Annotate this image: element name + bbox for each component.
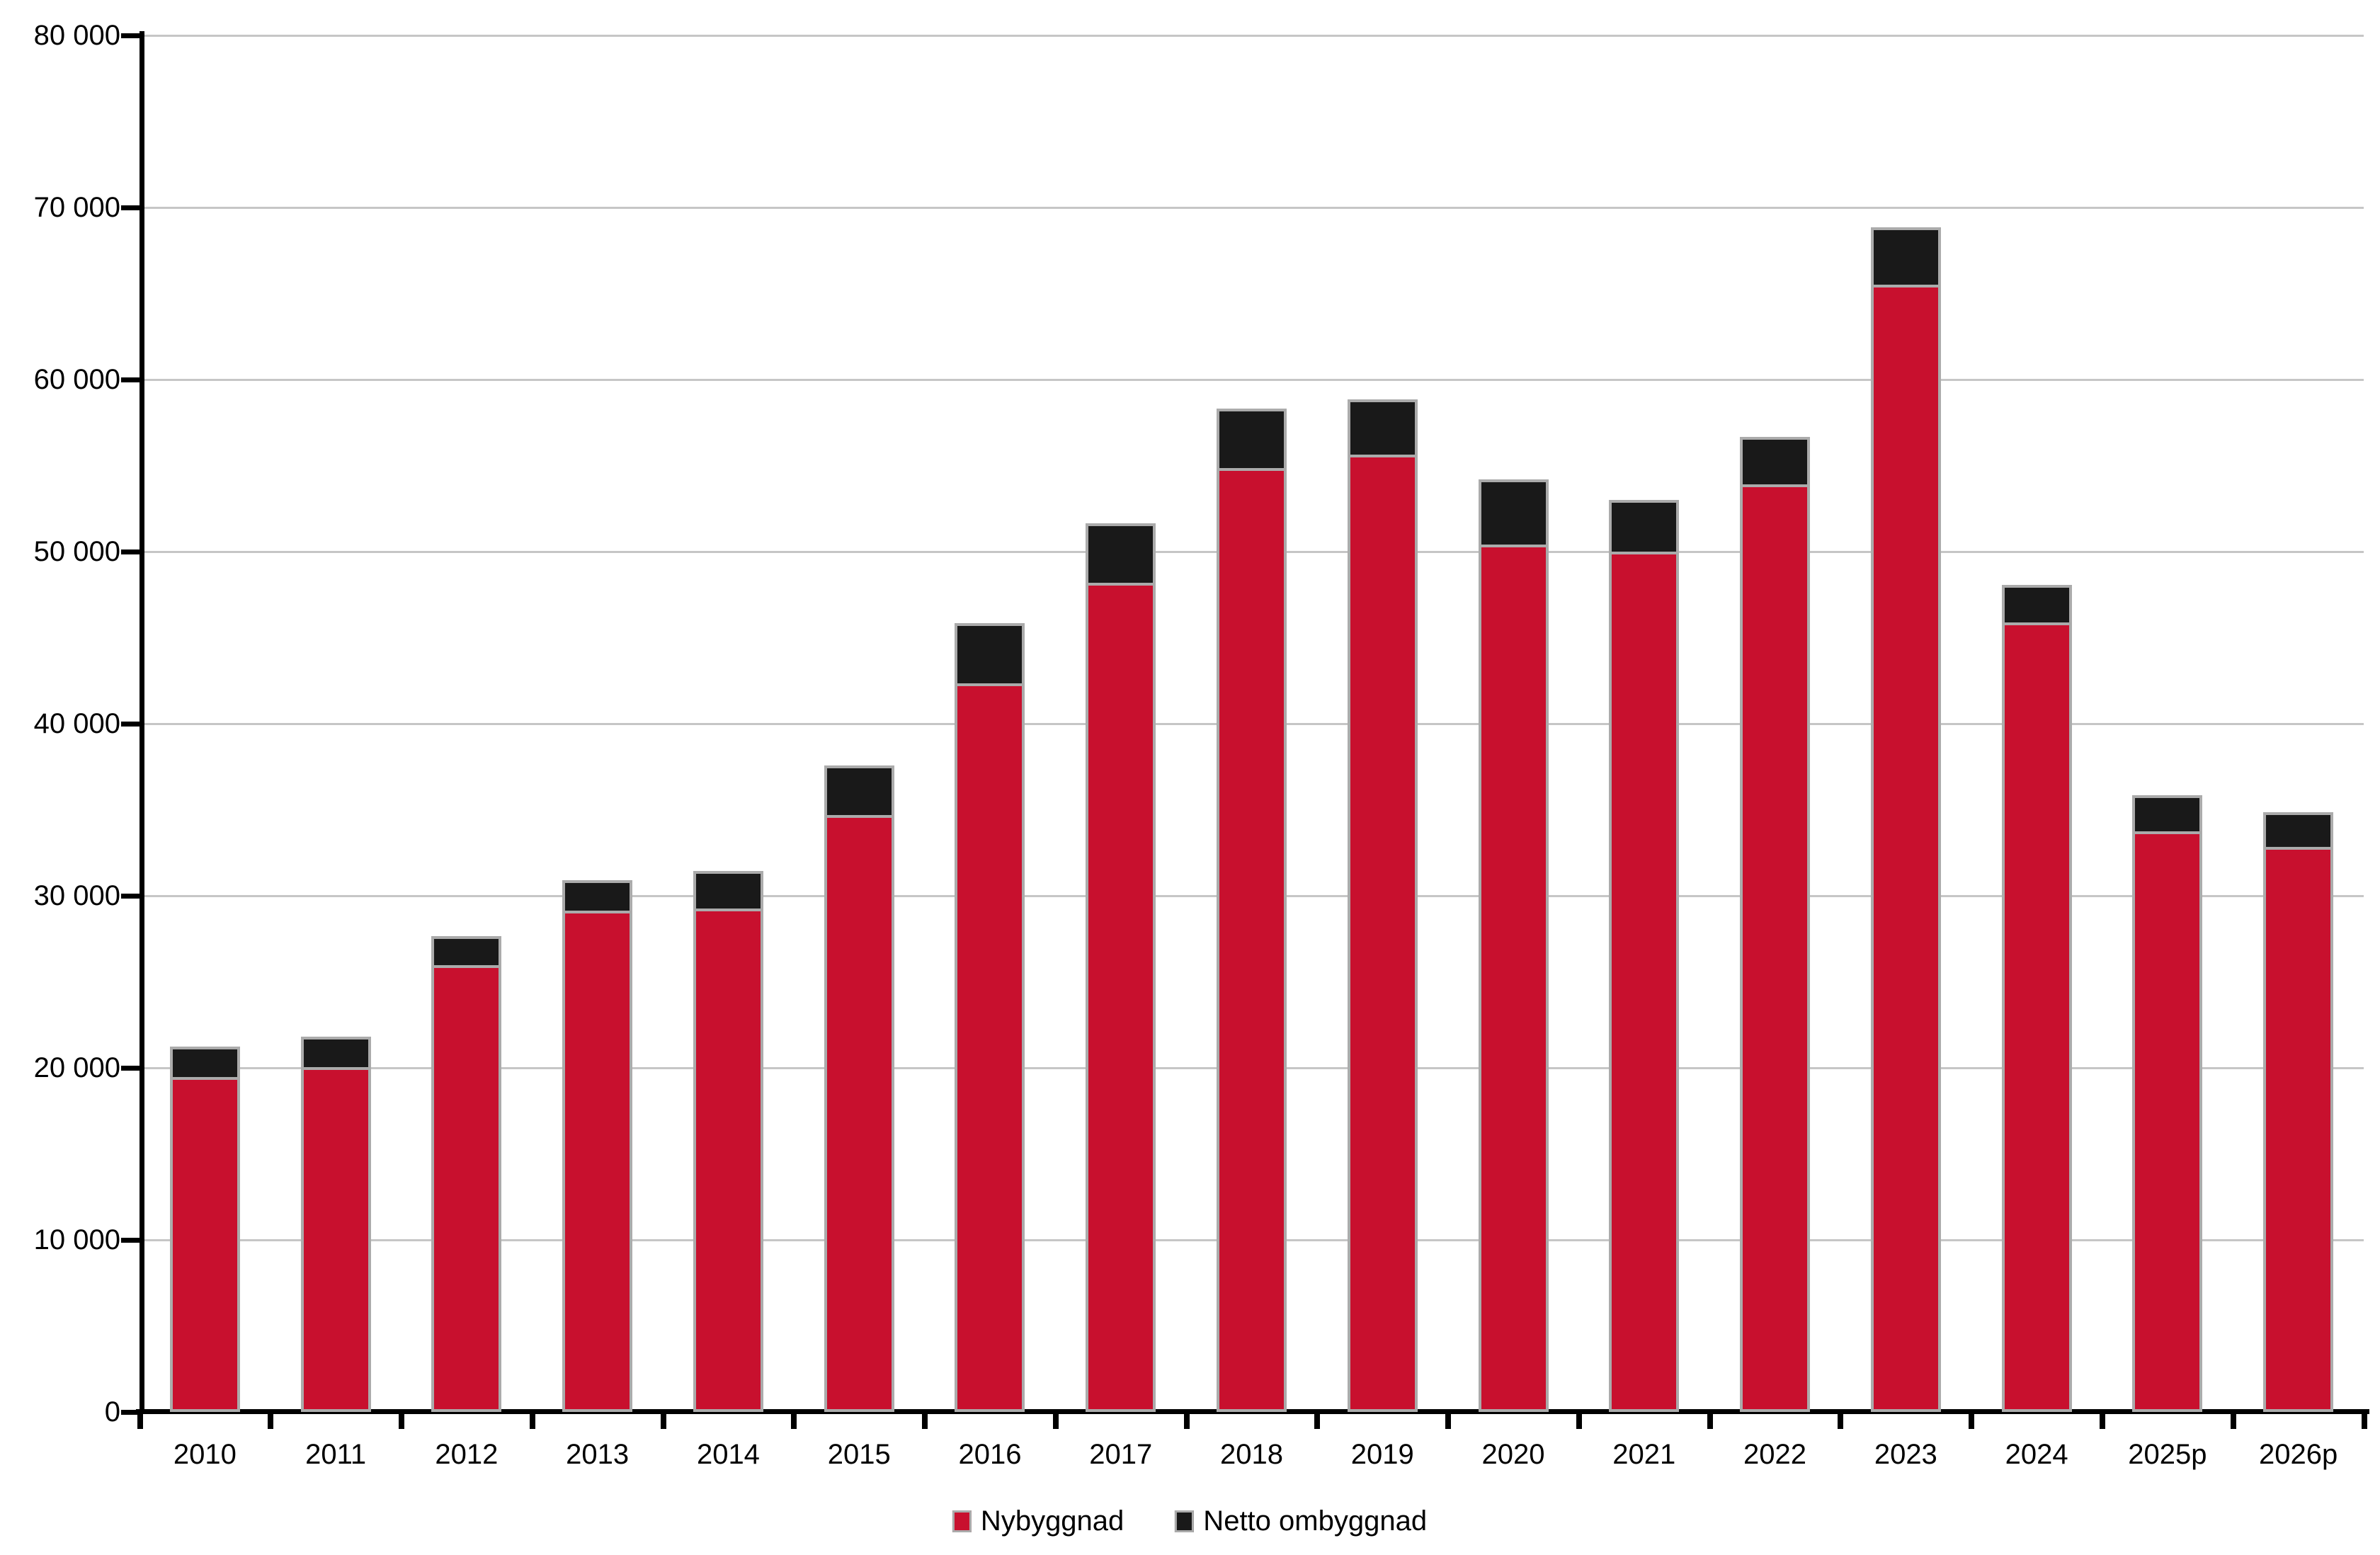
bar-segment-nybyggnad [1217,468,1287,1412]
bar-segment-netto-ombyggnad [170,1047,240,1080]
x-tick [1838,1409,1844,1429]
gridline [144,378,2364,381]
y-tick-label: 0 [104,1396,120,1428]
bar-segment-nybyggnad [2132,831,2202,1412]
bar-segment-netto-ombyggnad [1871,227,1941,287]
y-tick-label: 40 000 [33,708,120,739]
legend-swatch-icon [952,1510,972,1532]
bar-segment-netto-ombyggnad [955,623,1025,686]
x-tick-label: 2010 [173,1439,237,1470]
x-tick-label: 2023 [1874,1439,1937,1470]
x-tick [1183,1409,1190,1429]
bar-segment-nybyggnad [955,683,1025,1412]
y-tick [121,33,140,38]
y-tick [121,1237,140,1243]
bar-segment-netto-ombyggnad [1740,437,1810,487]
bar-segment-nybyggnad [562,911,632,1412]
bar-segment-nybyggnad [1348,455,1418,1412]
bar-segment-netto-ombyggnad [2132,795,2202,834]
x-tick-label: 2019 [1350,1439,1414,1470]
x-tick-label: 2025p [2128,1439,2207,1470]
bar-segment-nybyggnad [1609,552,1679,1412]
bar-segment-nybyggnad [1740,484,1810,1412]
bar-segment-nybyggnad [1086,583,1156,1412]
legend-label: Netto ombyggnad [1203,1505,1428,1537]
legend: Nybyggnad Netto ombyggnad [952,1507,1427,1535]
y-tick [121,205,140,210]
legend-item: Netto ombyggnad [1175,1507,1427,1535]
y-tick-label: 80 000 [33,20,120,51]
x-tick [1576,1409,1582,1429]
bar-segment-nybyggnad [2002,622,2072,1412]
y-tick-label: 20 000 [33,1052,120,1083]
bar-segment-nybyggnad [431,965,501,1412]
x-tick [1314,1409,1321,1429]
bar-segment-netto-ombyggnad [431,936,501,968]
x-tick-label: 2012 [435,1439,499,1470]
x-tick-label: 2020 [1481,1439,1545,1470]
legend-label: Nybyggnad [980,1505,1124,1537]
gridline [144,206,2364,209]
bar-segment-nybyggnad [2263,847,2333,1412]
x-tick-label: 2014 [696,1439,760,1470]
bar-segment-netto-ombyggnad [2263,812,2333,850]
x-tick [1969,1409,1975,1429]
x-tick-label: 2022 [1743,1439,1807,1470]
bar-segment-nybyggnad [1871,285,1941,1412]
x-tick-label: 2017 [1089,1439,1153,1470]
bar-segment-netto-ombyggnad [1348,399,1418,457]
gridline [144,34,2364,37]
bar-segment-netto-ombyggnad [693,871,763,911]
x-tick-label: 2021 [1612,1439,1676,1470]
bar-segment-netto-ombyggnad [824,765,894,818]
bar-segment-netto-ombyggnad [1217,409,1287,471]
x-tick [1707,1409,1713,1429]
y-tick-label: 70 000 [33,192,120,223]
x-tick [2361,1409,2367,1429]
x-tick-label: 2011 [305,1439,367,1470]
bar-segment-netto-ombyggnad [562,880,632,913]
y-tick [121,721,140,727]
bar-segment-nybyggnad [693,908,763,1412]
bar-segment-netto-ombyggnad [1609,500,1679,554]
bar-segment-netto-ombyggnad [1086,523,1156,586]
x-tick [660,1409,666,1429]
y-axis-line [140,31,144,1414]
x-tick [2230,1409,2236,1429]
bar-segment-netto-ombyggnad [2002,585,2072,625]
y-tick [121,377,140,382]
bar-segment-nybyggnad [824,815,894,1412]
bar-segment-netto-ombyggnad [301,1037,371,1070]
x-tick [791,1409,797,1429]
x-tick [1052,1409,1059,1429]
x-tick [268,1409,274,1429]
x-tick-label: 2013 [566,1439,630,1470]
y-tick-label: 10 000 [33,1224,120,1255]
y-tick-label: 30 000 [33,880,120,911]
legend-swatch-icon [1175,1510,1195,1532]
x-tick [399,1409,405,1429]
bar-segment-nybyggnad [1479,545,1549,1412]
y-tick-label: 60 000 [33,364,120,395]
x-tick-label: 2015 [827,1439,891,1470]
bar-segment-nybyggnad [301,1067,371,1412]
x-tick [1445,1409,1452,1429]
x-tick [137,1409,143,1429]
y-tick [121,1409,140,1415]
bar-segment-netto-ombyggnad [1479,479,1549,547]
x-tick-label: 2016 [958,1439,1022,1470]
y-tick [121,549,140,554]
y-tick [121,1065,140,1071]
x-tick-label: 2024 [2005,1439,2068,1470]
x-tick-label: 2018 [1220,1439,1283,1470]
y-tick-label: 50 000 [33,536,120,567]
y-tick [121,893,140,899]
x-tick-label: 2026p [2258,1439,2338,1470]
x-tick [2099,1409,2105,1429]
x-tick [922,1409,928,1429]
bar-segment-nybyggnad [170,1077,240,1412]
x-tick [529,1409,535,1429]
legend-item: Nybyggnad [952,1507,1124,1535]
